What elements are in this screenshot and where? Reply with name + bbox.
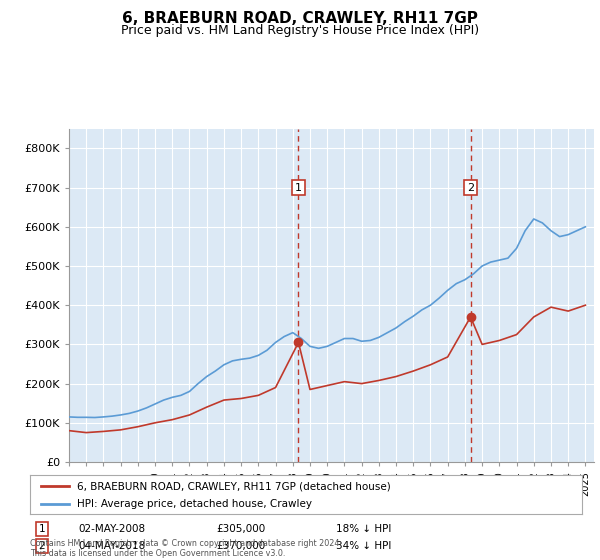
Text: £370,000: £370,000 [216,541,265,551]
Text: 18% ↓ HPI: 18% ↓ HPI [336,524,391,534]
Text: 6, BRAEBURN ROAD, CRAWLEY, RH11 7GP (detached house): 6, BRAEBURN ROAD, CRAWLEY, RH11 7GP (det… [77,481,391,491]
Text: 1: 1 [295,183,302,193]
Text: 2: 2 [38,541,46,551]
Text: HPI: Average price, detached house, Crawley: HPI: Average price, detached house, Craw… [77,499,312,509]
Text: 34% ↓ HPI: 34% ↓ HPI [336,541,391,551]
Text: Price paid vs. HM Land Registry's House Price Index (HPI): Price paid vs. HM Land Registry's House … [121,24,479,36]
Text: 2: 2 [467,183,474,193]
Text: 02-MAY-2008: 02-MAY-2008 [78,524,145,534]
Text: 6, BRAEBURN ROAD, CRAWLEY, RH11 7GP: 6, BRAEBURN ROAD, CRAWLEY, RH11 7GP [122,11,478,26]
Text: £305,000: £305,000 [216,524,265,534]
Text: 04-MAY-2018: 04-MAY-2018 [78,541,145,551]
Text: Contains HM Land Registry data © Crown copyright and database right 2024.
This d: Contains HM Land Registry data © Crown c… [30,539,342,558]
Text: 1: 1 [38,524,46,534]
